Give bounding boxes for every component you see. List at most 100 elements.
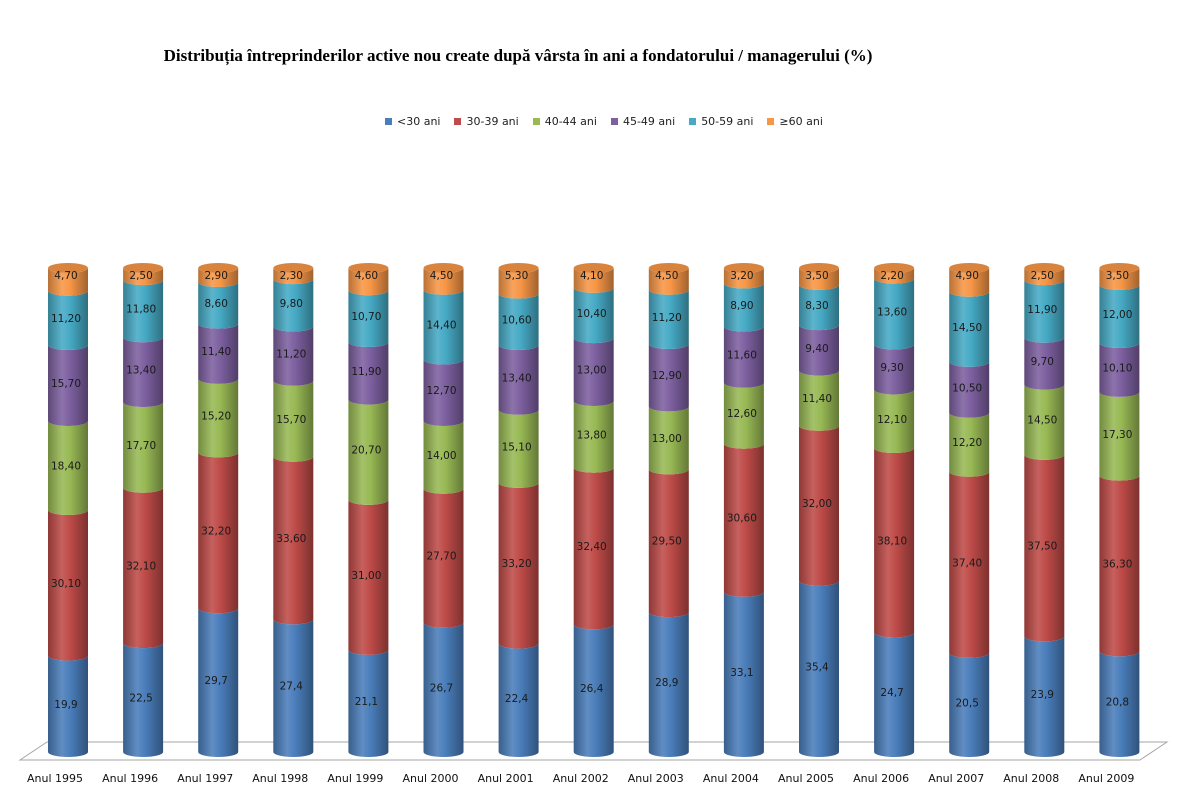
bar-segment-45-49-ani[interactable] [123,337,164,408]
bar-segment-60-ani[interactable] [648,268,689,295]
bar-segment-30-ani[interactable] [348,649,389,758]
bar-segment-30-ani[interactable] [874,632,915,758]
data-label: 11,20 [652,312,682,324]
category-label: Anul 2006 [853,772,909,785]
bar-segment-30-ani[interactable] [573,624,614,758]
bar-segment-40-44-ani[interactable] [423,420,464,494]
bar-segment-45-49-ani[interactable] [48,344,88,426]
bar-segment-45-49-ani[interactable] [874,344,915,395]
bar-segment-50-59-ani[interactable] [648,289,689,349]
bar-segment-50-59-ani[interactable] [1024,280,1065,343]
bar-segment-40-44-ani[interactable] [348,399,389,505]
bar-segment-45-49-ani[interactable] [273,326,314,386]
bar-segment-60-ani[interactable] [348,268,389,296]
bar-segment-40-44-ani[interactable] [198,378,239,458]
bar-segment-45-49-ani[interactable] [648,343,689,412]
bar-segment-50-59-ani[interactable] [198,282,239,329]
bar-segment-40-44-ani[interactable] [1099,391,1140,481]
bar-segment-50-59-ani[interactable] [348,290,389,348]
bar-segment-30-39-ani[interactable] [423,488,464,628]
legend-item-under-30[interactable]: <30 ani [385,115,440,128]
bar-segment-30-39-ani[interactable] [348,499,389,655]
bar-segment-45-49-ani[interactable] [1099,343,1140,397]
bar-segment-45-49-ani[interactable] [573,338,614,406]
bar-segment-60-ani[interactable] [273,268,314,285]
bar-segment-30-39-ani[interactable] [799,425,839,586]
legend-item-50-59[interactable]: 50-59 ani [689,115,753,128]
bar-segment-30-39-ani[interactable] [1024,454,1065,642]
bar-segment-45-49-ani[interactable] [799,325,839,376]
bar-segment-60-ani[interactable] [498,268,539,299]
bar-segment-30-39-ani[interactable] [573,467,614,630]
bar-segment-45-49-ani[interactable] [348,342,389,405]
bar-segment-30-ani[interactable] [498,643,539,757]
bar-segment-40-44-ani[interactable] [573,400,614,473]
bar-segment-50-59-ani[interactable] [723,283,764,332]
bar-segment-60-ani[interactable] [949,268,990,297]
bar-segment-40-44-ani[interactable] [799,370,839,431]
bar-segment-30-39-ani[interactable] [273,456,314,625]
legend-item-60-plus[interactable]: ≥60 ani [767,115,823,128]
bar-segment-60-ani[interactable] [123,268,164,286]
bar-segment-30-39-ani[interactable] [874,448,915,638]
legend-item-30-39[interactable]: 30-39 ani [454,115,519,128]
bar-segment-30-ani[interactable] [423,622,464,758]
bar-segment-45-49-ani[interactable] [723,326,764,388]
bar-segment-60-ani[interactable] [874,268,915,284]
bar-segment-30-39-ani[interactable] [648,469,689,618]
bar-segment-50-59-ani[interactable] [1099,284,1140,349]
bar-segment-30-39-ani[interactable] [949,471,990,658]
legend-item-45-49[interactable]: 45-49 ani [610,115,675,128]
legend-item-40-44[interactable]: 40-44 ani [532,115,597,128]
bar-segment-40-44-ani[interactable] [1024,384,1065,460]
bar-segment-50-59-ani[interactable] [48,290,88,350]
bar-segment-60-ani[interactable] [423,268,464,295]
bar-segment-30-ani[interactable] [273,619,314,758]
bar-segment-40-44-ani[interactable] [123,402,164,493]
bar-segment-50-59-ani[interactable] [423,289,464,365]
bar-segment-30-39-ani[interactable] [1099,475,1140,657]
bar-segment-30-39-ani[interactable] [498,482,539,649]
bar-segment-40-44-ani[interactable] [273,380,314,462]
bar-segment-45-49-ani[interactable] [198,323,239,384]
bar-segment-30-39-ani[interactable] [123,487,164,649]
bar-segment-40-44-ani[interactable] [874,389,915,454]
bar-segment-50-59-ani[interactable] [273,279,314,332]
bar-segment-30-ani[interactable] [648,612,689,758]
bar-segment-50-59-ani[interactable] [874,278,915,350]
bar-top-cap [648,263,689,273]
bar-segment-60-ani[interactable] [573,268,614,293]
bar-segment-40-44-ani[interactable] [48,420,88,515]
data-label: 2,30 [280,270,303,282]
bar-segment-30-39-ani[interactable] [48,510,88,661]
bar-segment-30-39-ani[interactable] [723,443,764,597]
bar-segment-45-49-ani[interactable] [423,359,464,426]
bar-segment-30-ani[interactable] [198,608,239,758]
bar-segment-60-ani[interactable] [48,268,88,296]
bar-segment-50-59-ani[interactable] [573,287,614,344]
bar-segment-30-ani[interactable] [48,655,88,757]
bar-segment-30-39-ani[interactable] [198,452,239,614]
bar-segment-30-ani[interactable] [723,591,764,758]
bar-segment-40-44-ani[interactable] [498,409,539,488]
bar-segment-60-ani[interactable] [723,268,764,289]
bar-segment-60-ani[interactable] [799,268,839,290]
bar-segment-60-ani[interactable] [1099,268,1140,290]
bar-segment-50-59-ani[interactable] [799,284,839,331]
bar-segment-60-ani[interactable] [198,268,239,288]
bar-segment-45-49-ani[interactable] [498,344,539,415]
bar-segment-30-ani[interactable] [1099,651,1140,758]
bar-segment-40-44-ani[interactable] [648,406,689,475]
bar-segment-50-59-ani[interactable] [123,280,164,343]
bar-segment-30-ani[interactable] [799,580,839,757]
bar-segment-30-ani[interactable] [949,652,990,758]
bar-segment-50-59-ani[interactable] [949,291,990,367]
bar-segment-40-44-ani[interactable] [723,382,764,449]
bar-segment-30-ani[interactable] [123,643,164,758]
bar-segment-50-59-ani[interactable] [498,293,539,350]
bar-segment-60-ani[interactable] [1024,268,1065,286]
bar-segment-40-44-ani[interactable] [949,412,990,477]
bar-segment-45-49-ani[interactable] [1024,337,1065,390]
bar-segment-30-ani[interactable] [1024,636,1065,758]
bar-segment-45-49-ani[interactable] [949,361,990,418]
